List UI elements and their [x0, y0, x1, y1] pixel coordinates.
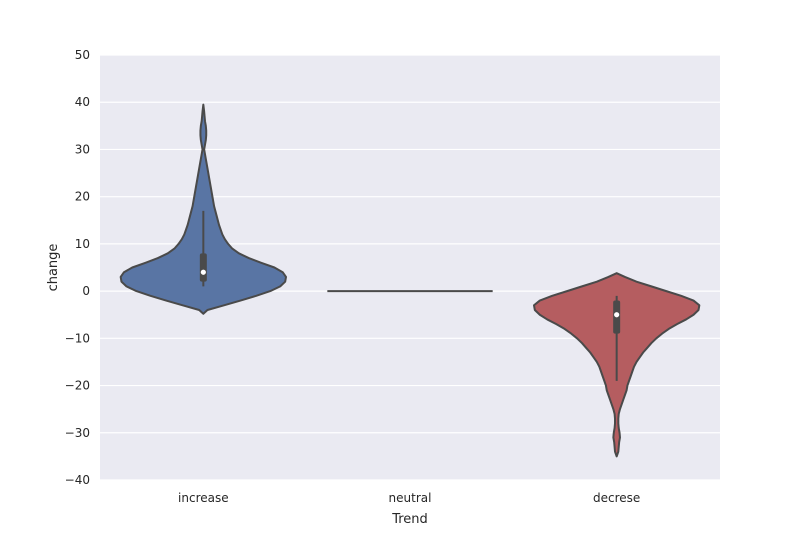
y-tick-label: −20 [65, 379, 90, 393]
y-axis-label: change [46, 244, 61, 292]
iqr-box-increase [199, 253, 207, 282]
y-axis: −40 −30 −20 −10 0 10 20 30 40 50 [65, 48, 90, 487]
x-tick-label: increase [178, 491, 229, 505]
x-axis-label: Trend [391, 512, 428, 527]
violins [119, 103, 701, 458]
x-axis: increase neutral decrese [178, 491, 640, 505]
y-tick-label: 40 [75, 95, 90, 109]
median-marker-decrese [614, 312, 620, 318]
y-tick-label: 20 [75, 190, 90, 204]
y-tick-label: −30 [65, 426, 90, 440]
violin-increase [119, 103, 287, 315]
y-tick-label: −40 [65, 473, 90, 487]
median-marker-increase [200, 269, 206, 275]
y-tick-label: −10 [65, 331, 90, 345]
x-tick-label: decrese [593, 491, 640, 505]
y-tick-label: 50 [75, 48, 90, 62]
y-tick-label: 30 [75, 142, 90, 156]
x-tick-label: neutral [389, 491, 432, 505]
y-tick-label: 0 [82, 284, 90, 298]
y-tick-label: 10 [75, 237, 90, 251]
